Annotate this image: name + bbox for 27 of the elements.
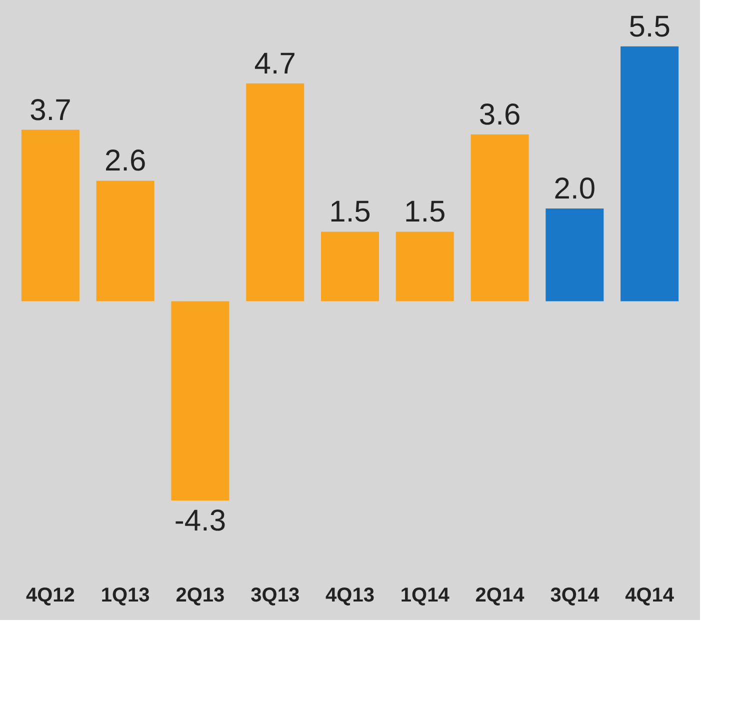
data-label: 3.6 xyxy=(478,98,521,132)
x-tick-label: 4Q14 xyxy=(625,584,675,606)
bar xyxy=(470,134,529,302)
data-label: 2.6 xyxy=(104,144,146,178)
x-tick-label: 4Q13 xyxy=(326,584,374,606)
x-tick-label: 3Q13 xyxy=(250,584,300,606)
x-tick-label: 4Q12 xyxy=(26,584,75,606)
x-tick-label: 2Q13 xyxy=(176,584,225,606)
x-tick-label: 1Q14 xyxy=(400,584,450,606)
data-label: 2.0 xyxy=(554,172,596,206)
data-label: 4.7 xyxy=(254,47,296,80)
data-label: 1.5 xyxy=(404,196,446,229)
bar xyxy=(321,232,379,302)
data-label: 1.5 xyxy=(329,196,371,229)
data-label: 5.5 xyxy=(628,10,670,44)
bar xyxy=(171,301,230,500)
data-label: 3.7 xyxy=(30,94,72,127)
bar xyxy=(546,208,604,302)
bar xyxy=(96,180,154,302)
bar xyxy=(246,83,304,302)
x-tick-label: 3Q14 xyxy=(550,584,600,606)
bar xyxy=(396,232,454,302)
x-tick-label: 1Q13 xyxy=(100,584,150,606)
bar xyxy=(21,130,80,302)
data-label: -4.3 xyxy=(174,504,226,538)
bar xyxy=(620,46,679,302)
x-tick-label: 2Q14 xyxy=(475,584,526,606)
